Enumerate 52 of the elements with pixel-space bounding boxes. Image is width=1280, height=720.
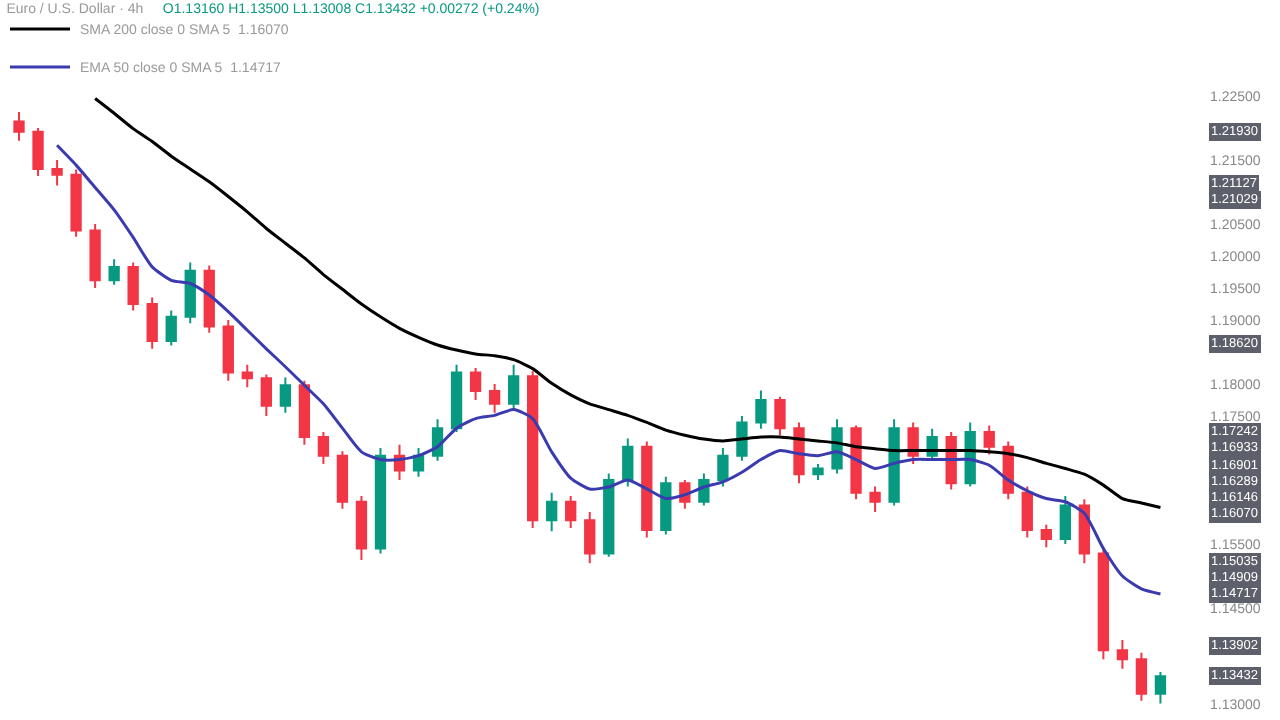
candlestick	[983, 424, 995, 456]
candlestick	[374, 447, 387, 555]
candlestick	[1135, 651, 1148, 702]
candlestick	[888, 418, 900, 507]
candlestick	[70, 168, 82, 238]
candlestick	[317, 431, 330, 465]
candlestick	[32, 127, 44, 177]
candlestick	[850, 424, 862, 501]
candlestick	[146, 296, 158, 350]
candlestick	[736, 415, 748, 462]
candlestick	[127, 261, 139, 312]
candlestick	[1059, 495, 1071, 545]
candlestick	[1154, 671, 1167, 704]
candlestick	[260, 373, 272, 417]
candlestick	[774, 395, 786, 437]
candlestick	[546, 491, 558, 533]
candlestick	[755, 389, 767, 430]
candlestick	[241, 363, 253, 389]
candlestick	[355, 495, 368, 561]
candlestick	[488, 383, 501, 414]
candlestick	[298, 379, 311, 446]
candlestick	[203, 264, 215, 334]
candlestick	[1021, 485, 1033, 539]
candlestick	[660, 475, 672, 536]
candlestick	[603, 472, 615, 558]
candlestick	[222, 319, 234, 382]
candlestick	[336, 450, 349, 510]
candlestick	[108, 258, 120, 286]
candlestick	[1097, 546, 1110, 661]
candlestick	[622, 437, 634, 488]
candlestick	[279, 376, 292, 414]
candlestick	[184, 261, 196, 325]
candlestick	[1116, 639, 1129, 670]
candlestick	[51, 159, 63, 187]
candlestick	[584, 511, 596, 565]
candlestick	[869, 485, 881, 513]
candlestick	[793, 421, 805, 485]
line-series	[93, 97, 1162, 510]
candlestick	[450, 363, 463, 433]
candlestick	[507, 363, 520, 411]
candlestick	[565, 495, 577, 529]
candlestick	[907, 421, 919, 465]
candlestick	[641, 440, 653, 539]
candlestick	[165, 309, 177, 347]
candlestick	[717, 447, 729, 488]
line-series	[55, 143, 1162, 596]
candlestick	[812, 463, 824, 481]
candlestick	[469, 367, 482, 401]
candlestick	[1040, 523, 1052, 549]
candlestick	[13, 111, 25, 142]
candlestick	[527, 370, 539, 529]
candlestick	[89, 223, 101, 289]
